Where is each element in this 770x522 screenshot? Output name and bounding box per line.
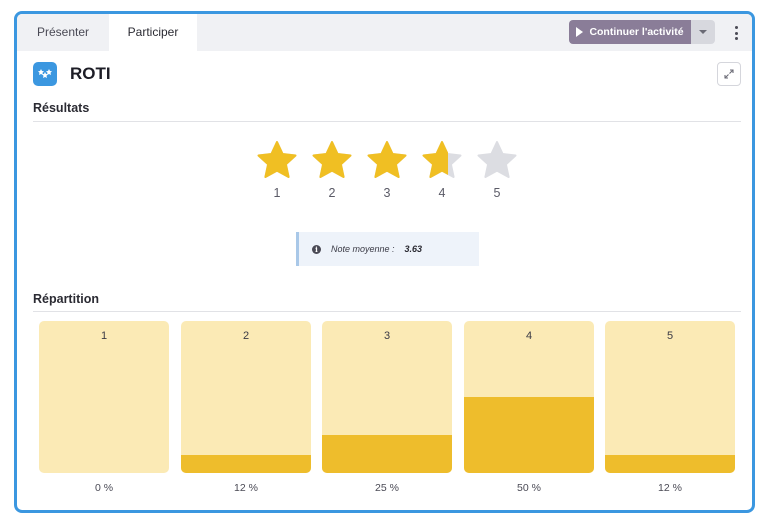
info-icon: i	[312, 244, 321, 254]
results-divider	[33, 121, 741, 122]
bar-fill	[181, 454, 311, 473]
continue-activity-group: Continuer l'activité	[569, 20, 715, 44]
more-vertical-icon[interactable]	[729, 24, 743, 42]
bar-percent-label: 12 %	[658, 482, 682, 494]
bar-percent-label: 50 %	[517, 482, 541, 494]
star-number: 2	[328, 186, 336, 200]
distribution-divider	[33, 311, 741, 312]
average-value: 3.63	[404, 244, 423, 254]
bar-fill	[605, 454, 735, 473]
average-label: Note moyenne :	[331, 244, 395, 254]
bar-label: 5	[666, 330, 674, 342]
star-1: 1	[254, 140, 300, 200]
star-number: 1	[273, 186, 281, 200]
bar-label: 3	[383, 330, 391, 342]
average-note-box: i Note moyenne : 3.63	[296, 232, 479, 266]
star-icon	[367, 141, 407, 178]
top-bar: Présenter Participer Continuer l'activit…	[17, 14, 752, 51]
bar-label: 4	[525, 330, 533, 342]
star-5: 5	[474, 140, 520, 200]
play-icon	[576, 27, 584, 37]
continue-options-button[interactable]	[691, 20, 715, 44]
bar-percent-label: 0 %	[94, 482, 114, 494]
roti-app-icon	[33, 62, 57, 86]
bar-label: 2	[242, 330, 250, 342]
distribution-bar-1: 1	[39, 321, 169, 473]
star-number: 5	[493, 186, 501, 200]
star-icon	[422, 141, 462, 178]
page-title: ROTI	[70, 64, 111, 83]
distribution-bar-5: 5	[605, 321, 735, 473]
distribution-section-title: Répartition	[33, 292, 99, 306]
tab-presenter[interactable]: Présenter	[36, 25, 90, 39]
bar-label: 1	[100, 330, 108, 342]
bar-percent-label: 25 %	[375, 482, 399, 494]
tab-participer[interactable]: Participer	[109, 14, 197, 51]
star-icon	[257, 141, 297, 178]
bar-fill	[464, 397, 594, 473]
star-icon	[312, 141, 352, 178]
star-4: 4	[419, 140, 465, 200]
bar-fill	[322, 435, 452, 473]
distribution-bar-2: 2	[181, 321, 311, 473]
distribution-bar-4: 4	[464, 321, 594, 473]
results-section-title: Résultats	[33, 101, 90, 115]
app-window: Présenter Participer Continuer l'activit…	[14, 11, 755, 513]
star-number: 4	[438, 186, 446, 200]
star-icon	[477, 141, 517, 178]
distribution-bar-3: 3	[322, 321, 452, 473]
star-2: 2	[309, 140, 355, 200]
star-3: 3	[364, 140, 410, 200]
continue-activity-button[interactable]: Continuer l'activité	[569, 20, 691, 44]
chevron-down-icon	[699, 30, 707, 34]
bar-percent-label: 12 %	[234, 482, 258, 494]
expand-icon[interactable]	[717, 62, 741, 86]
continue-activity-label: Continuer l'activité	[589, 26, 684, 38]
star-number: 3	[383, 186, 391, 200]
